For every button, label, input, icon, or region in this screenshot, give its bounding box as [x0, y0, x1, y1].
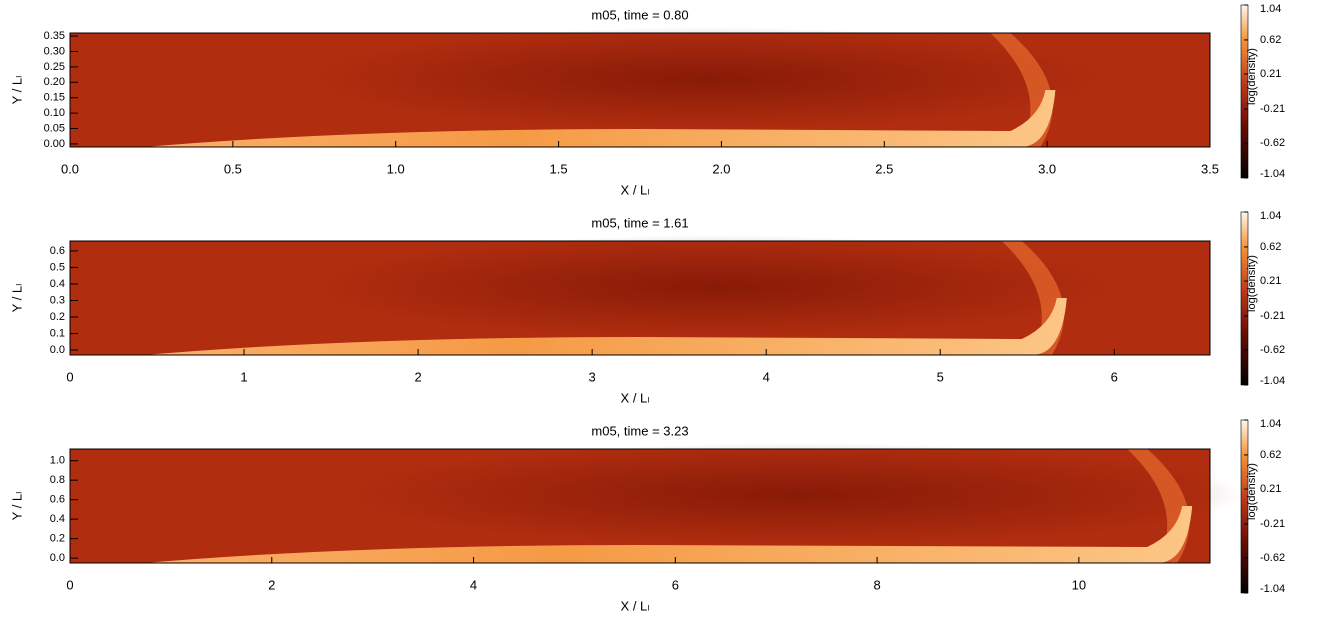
y-tick-label: 0.2: [50, 311, 65, 323]
density-field: [70, 27, 1210, 147]
colorbar-tick-label: -0.21: [1260, 310, 1285, 322]
x-tick-label: 2: [268, 577, 275, 592]
low-density-region: [315, 27, 1100, 130]
colorbar-tick-label: -0.62: [1260, 344, 1285, 356]
y-tick-label: 0.30: [44, 45, 65, 57]
panel-title: m05, time = 3.23: [591, 423, 688, 438]
colorbar-tick-label: -0.62: [1260, 552, 1285, 564]
x-tick-label: 4: [763, 369, 770, 384]
y-tick-label: 0.10: [44, 107, 65, 119]
y-tick-label: 0.05: [44, 122, 65, 134]
plot-frame: [69, 32, 1211, 148]
y-tick-label: 0.2: [50, 533, 65, 545]
plot-frame: [69, 448, 1211, 564]
density-field: [70, 235, 1210, 355]
y-tick-label: 0.5: [50, 261, 65, 273]
x-tick-label: 2: [414, 369, 421, 384]
x-tick-label: 8: [873, 577, 880, 592]
low-density-region: [317, 235, 1112, 338]
colorbar-tick-label: -0.21: [1260, 518, 1285, 530]
x-tick-label: 2.0: [712, 161, 730, 176]
density-field: [70, 443, 1244, 563]
y-tick-label: 0.4: [50, 513, 65, 525]
colorbar-tick-label: -1.04: [1260, 583, 1285, 595]
x-tick-label: 4: [470, 577, 477, 592]
x-tick-label: 6: [1111, 369, 1118, 384]
x-tick-label: 1.5: [550, 161, 568, 176]
y-axis-label: Y / Lₗ: [9, 492, 24, 521]
y-tick-label: 0.6: [50, 245, 65, 257]
jet: [144, 298, 1067, 355]
x-tick-label: 2.5: [875, 161, 893, 176]
y-tick-label: 0.3: [50, 294, 65, 306]
y-tick-label: 0.15: [44, 92, 65, 104]
y-tick-label: 0.4: [50, 278, 65, 290]
x-axis-label: X / Lₗ: [621, 598, 650, 613]
y-tick-label: 0.1: [50, 327, 65, 339]
colorbar-tick-label: -0.21: [1260, 103, 1285, 115]
x-tick-label: 0.0: [61, 161, 79, 176]
colorbar-tick-label: -1.04: [1260, 168, 1285, 180]
y-tick-label: 0.20: [44, 76, 65, 88]
plot-frame: [69, 240, 1211, 356]
x-tick-label: 0: [66, 577, 73, 592]
x-tick-label: 5: [937, 369, 944, 384]
x-tick-label: 1: [240, 369, 247, 384]
colorbar-tick-label: 1.04: [1260, 418, 1281, 430]
y-tick-label: 0.00: [44, 138, 65, 150]
colorbar-tick-label: 1.04: [1260, 3, 1281, 15]
y-tick-label: 0.35: [44, 30, 65, 42]
panel-title: m05, time = 0.80: [591, 7, 688, 22]
colorbar-tick-label: 0.21: [1260, 68, 1281, 80]
colorbar-label: log(density): [1246, 463, 1258, 520]
x-tick-label: 0.5: [224, 161, 242, 176]
colorbar-tick-label: -1.04: [1260, 375, 1285, 387]
y-tick-label: 1.0: [50, 455, 65, 467]
x-tick-label: 3.5: [1201, 161, 1219, 176]
colorbar-tick-label: 0.21: [1260, 275, 1281, 287]
y-axis-label: Y / Lₗ: [9, 76, 24, 105]
x-tick-label: 3.0: [1038, 161, 1056, 176]
x-tick-label: 1.0: [387, 161, 405, 176]
panel-title: m05, time = 1.61: [591, 215, 688, 230]
colorbar-tick-label: 0.62: [1260, 241, 1281, 253]
x-tick-label: 10: [1072, 577, 1086, 592]
low-density-region: [349, 443, 1244, 546]
x-axis-label: X / Lₗ: [621, 390, 650, 405]
colorbar-tick-label: 0.62: [1260, 34, 1281, 46]
jet: [144, 90, 1056, 147]
x-tick-label: 3: [589, 369, 596, 384]
colorbar-label: log(density): [1246, 255, 1258, 312]
x-axis-label: X / Lₗ: [621, 182, 650, 197]
y-tick-label: 0.0: [50, 552, 65, 564]
y-tick-label: 0.8: [50, 474, 65, 486]
colorbar-tick-label: 1.04: [1260, 210, 1281, 222]
y-axis-label: Y / Lₗ: [9, 284, 24, 313]
y-tick-label: 0.6: [50, 494, 65, 506]
colorbar-tick-label: 0.21: [1260, 483, 1281, 495]
colorbar-tick-label: -0.62: [1260, 137, 1285, 149]
colorbar-tick-label: 0.62: [1260, 449, 1281, 461]
jet: [144, 506, 1193, 563]
y-tick-label: 0.0: [50, 344, 65, 356]
colorbar-label: log(density): [1246, 48, 1258, 105]
x-tick-label: 0: [66, 369, 73, 384]
x-tick-label: 6: [672, 577, 679, 592]
y-tick-label: 0.25: [44, 61, 65, 73]
